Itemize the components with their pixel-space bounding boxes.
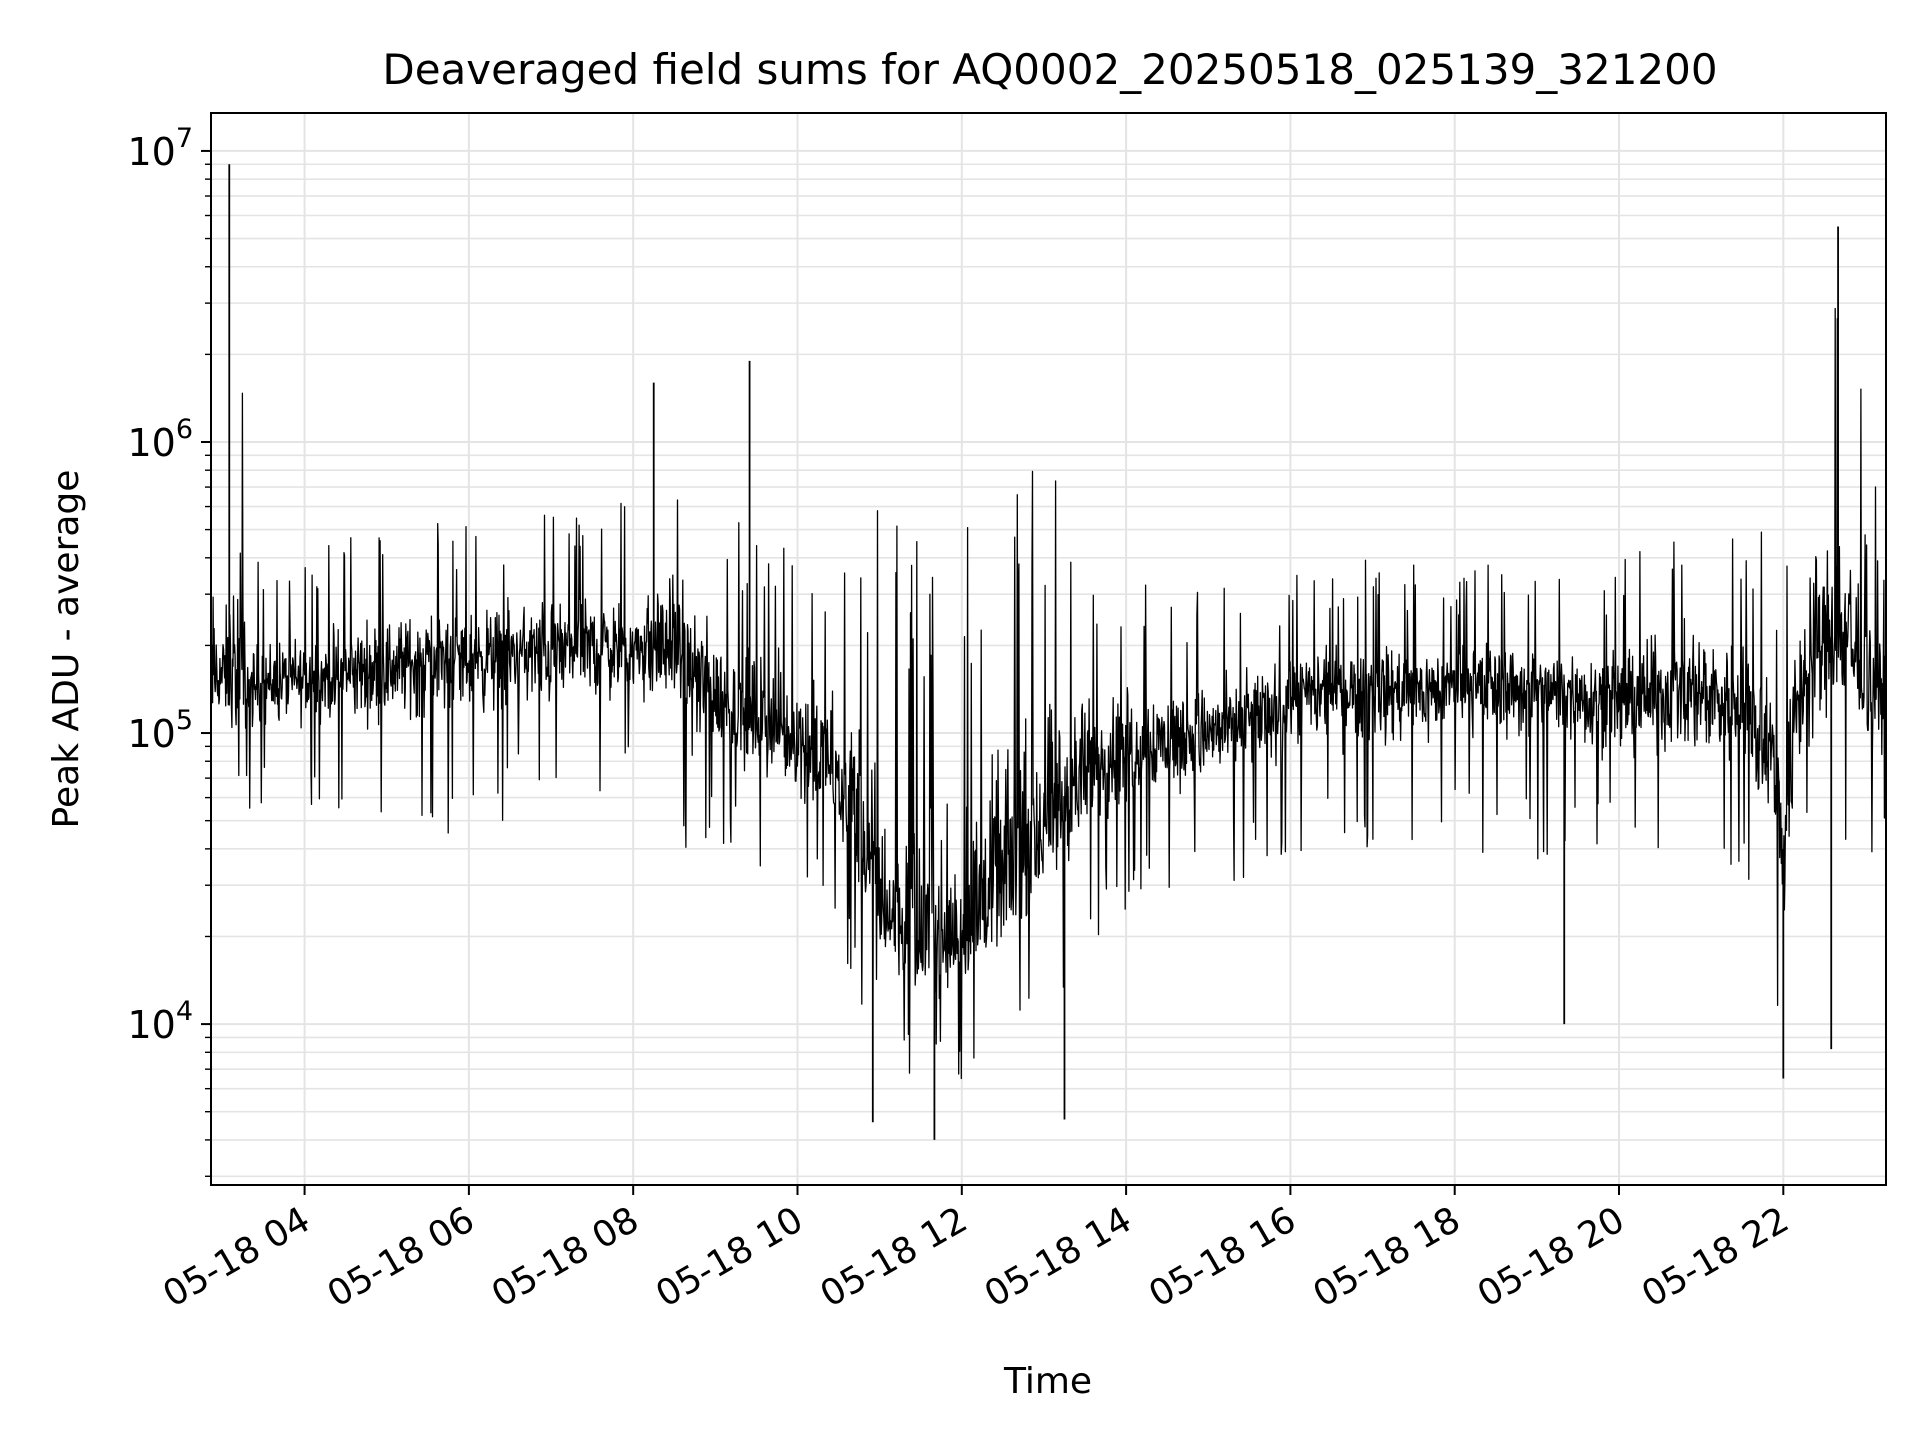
grid <box>211 113 1886 1185</box>
series-layer <box>211 164 1886 1140</box>
x-axis-label: Time <box>1003 1361 1092 1402</box>
plot-frame <box>210 112 1887 1186</box>
y-tick-label-base: 10 <box>127 421 175 465</box>
y-tick-label-exponent: 6 <box>176 414 193 445</box>
y-axis-label: Peak ADU - average <box>46 470 87 829</box>
y-tick-label: 106 <box>127 414 193 465</box>
y-tick-label: 104 <box>127 996 193 1047</box>
y-tick-label-exponent: 5 <box>176 705 193 736</box>
y-tick-label-base: 10 <box>127 130 175 174</box>
y-tick-label: 107 <box>127 123 193 174</box>
y-tick-label-base: 10 <box>127 1003 175 1047</box>
y-tick-label-exponent: 7 <box>176 123 193 154</box>
y-tick-label-exponent: 4 <box>176 996 193 1027</box>
chart-title: Deaveraged field sums for AQ0002_2025051… <box>382 45 1717 94</box>
data-series-line <box>211 307 1886 1080</box>
y-tick-label: 105 <box>127 705 193 756</box>
y-tick-label-base: 10 <box>127 712 175 756</box>
